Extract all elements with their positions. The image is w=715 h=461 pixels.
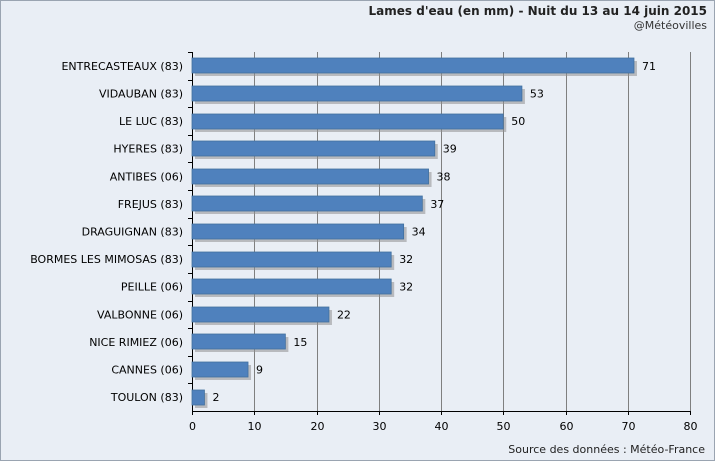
category-label: BORMES LES MIMOSAS (83) xyxy=(30,253,183,266)
data-label: 2 xyxy=(212,391,219,404)
bar xyxy=(191,140,436,157)
category-label: VIDAUBAN (83) xyxy=(99,87,183,100)
bar xyxy=(191,85,523,102)
bar xyxy=(191,195,423,212)
category-label: DRAGUIGNAN (83) xyxy=(82,226,183,239)
data-label: 50 xyxy=(511,115,525,128)
bar xyxy=(191,361,249,378)
bar xyxy=(191,389,205,406)
data-label: 38 xyxy=(437,170,451,183)
x-tick-label: 30 xyxy=(373,420,387,433)
x-tick-label: 80 xyxy=(684,420,698,433)
x-tick-label: 50 xyxy=(497,420,511,433)
data-label: 9 xyxy=(256,364,263,377)
category-label: HYERES (83) xyxy=(113,143,183,156)
data-label: 39 xyxy=(443,143,457,156)
data-label: 71 xyxy=(642,60,656,73)
bar xyxy=(191,223,405,240)
category-label: ENTRECASTEAUX (83) xyxy=(61,60,183,73)
bar xyxy=(191,306,330,323)
x-tick-label: 20 xyxy=(311,420,325,433)
data-label: 53 xyxy=(530,87,544,100)
x-tick-label: 0 xyxy=(189,420,196,433)
data-label: 32 xyxy=(399,281,413,294)
bar xyxy=(191,251,392,268)
category-label: TOULON (83) xyxy=(110,391,183,404)
data-label: 22 xyxy=(337,308,351,321)
data-label: 32 xyxy=(399,253,413,266)
category-label: PEILLE (06) xyxy=(121,281,183,294)
data-label: 37 xyxy=(430,198,444,211)
chart-credit: @Météovilles xyxy=(633,19,707,32)
bar xyxy=(191,113,504,130)
x-tick-label: 40 xyxy=(435,420,449,433)
category-label: FREJUS (83) xyxy=(118,198,183,211)
category-label: VALBONNE (06) xyxy=(97,308,183,321)
bar xyxy=(191,168,429,185)
category-label: LE LUC (83) xyxy=(119,115,183,128)
bar xyxy=(191,57,635,74)
x-tick-label: 10 xyxy=(248,420,262,433)
data-source-note: Source des données : Météo-France xyxy=(508,443,705,456)
category-label: NICE RIMIEZ (06) xyxy=(89,336,183,349)
data-label: 15 xyxy=(293,336,307,349)
data-label: 34 xyxy=(412,226,426,239)
bar xyxy=(191,333,286,350)
category-label: CANNES (06) xyxy=(111,364,183,377)
bar xyxy=(191,278,392,295)
chart-title: Lames d'eau (en mm) - Nuit du 13 au 14 j… xyxy=(368,4,707,18)
x-tick-label: 70 xyxy=(622,420,636,433)
category-label: ANTIBES (06) xyxy=(110,170,183,183)
x-tick-label: 60 xyxy=(560,420,574,433)
